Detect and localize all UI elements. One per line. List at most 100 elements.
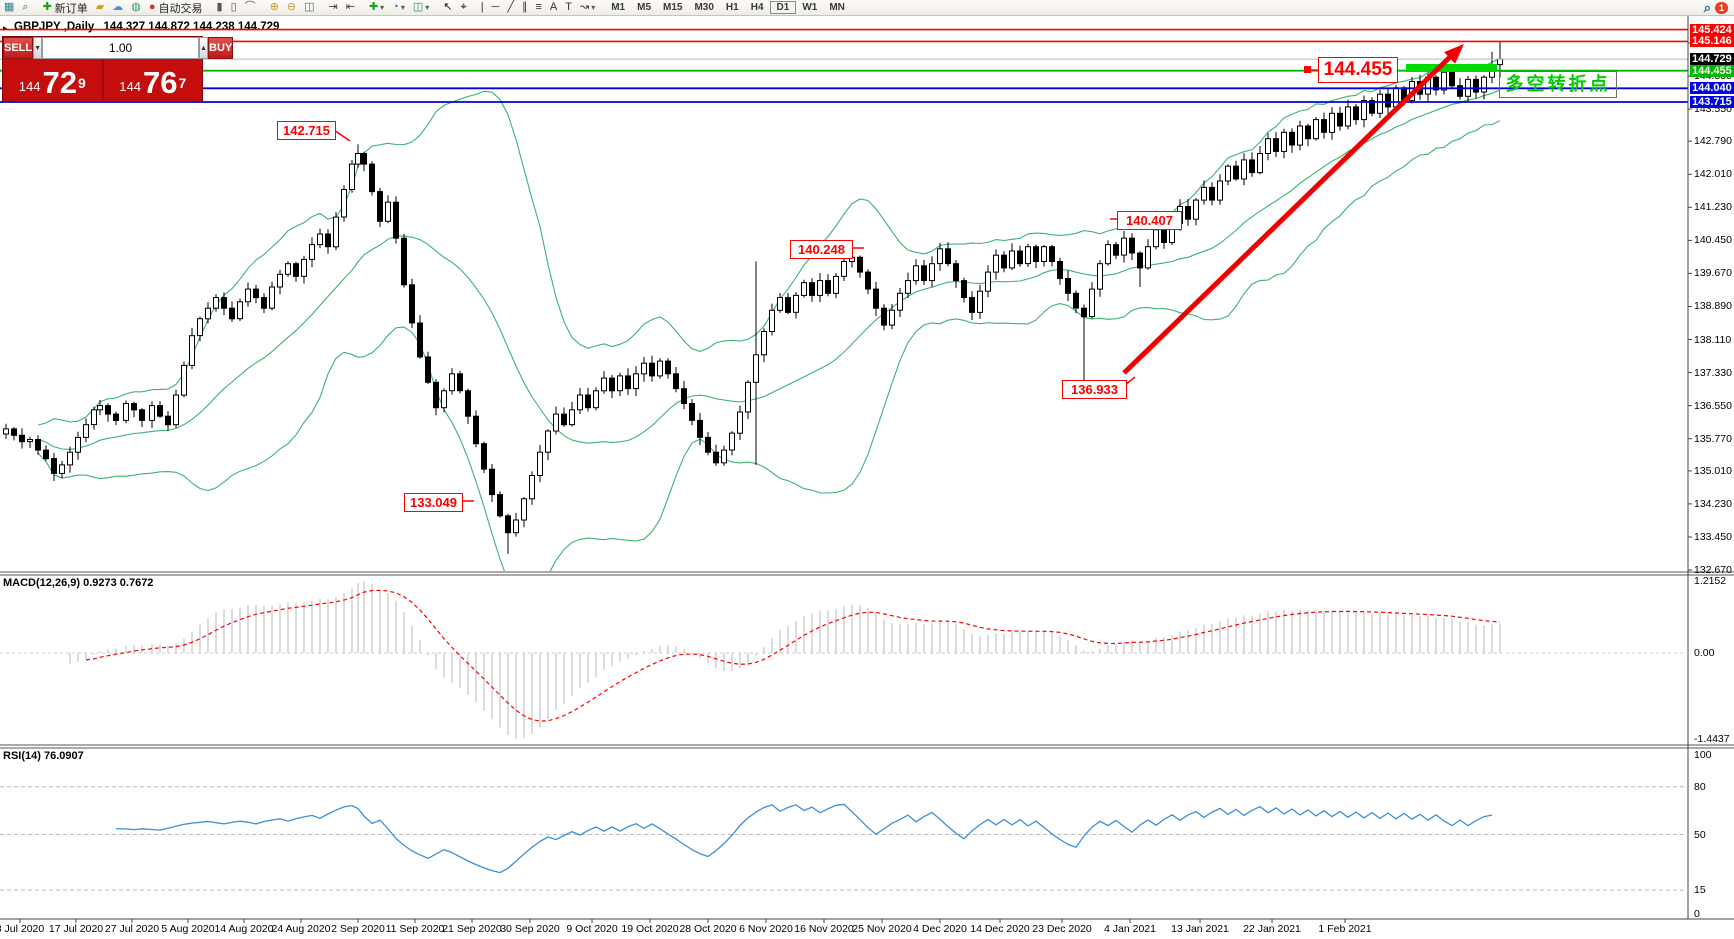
period-icon[interactable]: ◔ ▾	[388, 1, 409, 14]
date-label: 14 Aug 2020	[214, 923, 274, 935]
date-label: 9 Oct 2020	[566, 923, 618, 935]
horizontal-line-icon[interactable]: ─	[488, 1, 504, 14]
date-label: 8 Jul 2020	[0, 923, 45, 935]
notification-bubble-icon[interactable]: 1	[1715, 1, 1728, 14]
timeframe-m1-button[interactable]: M1	[611, 2, 626, 13]
candlestick-series	[3, 41, 1503, 554]
ask-pip: 7	[178, 75, 187, 91]
timeframe-d1-button[interactable]: D1	[769, 1, 797, 14]
turning-point-annotation[interactable]: 多空转折点	[1499, 71, 1617, 98]
date-label: 2 Sep 2020	[331, 923, 385, 935]
chart-title: GBPJPY ,Daily 144.327 144.872 144.238 14…	[14, 21, 279, 33]
date-label: 5 Aug 2020	[161, 923, 215, 935]
candle-chart-icon[interactable]: ▯	[227, 1, 241, 14]
timeframe-mn-button[interactable]: MN	[829, 2, 845, 13]
template-icon-dropdown[interactable]: ▾	[425, 3, 430, 12]
add-indicator-icon[interactable]: ✚ ▾	[365, 1, 388, 14]
search-icon[interactable]: ⌕	[1703, 0, 1711, 15]
chart-ohlc-values: 144.327 144.872 144.238 144.729	[103, 21, 280, 33]
sell-button[interactable]: SELL	[3, 37, 34, 59]
arrows-icon-dropdown[interactable]: ▾	[591, 3, 596, 12]
volume-increase-button[interactable]: ▲	[199, 37, 208, 59]
period-icon-dropdown[interactable]: ▾	[400, 3, 405, 12]
signals-icon[interactable]: ◍	[127, 1, 145, 14]
ask-big: 76	[142, 65, 178, 100]
timeframe-h4-button[interactable]: H4	[750, 2, 764, 13]
period-icon: ◔	[392, 1, 399, 13]
timeframe-w1-button[interactable]: W1	[802, 2, 818, 13]
template-icon[interactable]: ◫ ▾	[409, 1, 433, 14]
price-callout-136.933[interactable]: 136.933	[1062, 380, 1127, 399]
volume-input[interactable]	[42, 37, 200, 59]
buy-button[interactable]: BUY	[208, 37, 234, 59]
chart-window-icon: ▦	[4, 1, 15, 13]
add-indicator-icon-dropdown[interactable]: ▾	[380, 3, 385, 12]
date-label: 17 Jul 2020	[48, 923, 104, 935]
timeframe-buttons: M1 M5 M15 M30 H1 H4 D1 W1 MN	[605, 1, 851, 14]
price-callout-133.049[interactable]: 133.049	[404, 493, 463, 512]
trendline-icon[interactable]: ╱	[503, 1, 518, 14]
macd-signal-line	[85, 589, 1501, 722]
chart-shift-icon[interactable]: ⇤	[342, 1, 359, 14]
bar-chart-icon[interactable]: ▮	[213, 1, 227, 14]
price-tick-label: 138.110	[1694, 333, 1732, 346]
price-tick-label: 138.890	[1694, 300, 1732, 313]
add-indicator-icon: ✚	[368, 1, 379, 13]
mql5-cloud-icon: ☁	[112, 1, 124, 13]
channel-icon[interactable]: ∥	[518, 1, 532, 14]
price-flag-144.455: 144.455	[1690, 64, 1734, 77]
timeframe-m30-button[interactable]: M30	[694, 2, 714, 13]
market-watch-icon: ⌕	[22, 1, 29, 13]
vertical-line-icon[interactable]: |	[477, 1, 488, 14]
rsi-indicator-label: RSI(14) 76.0907	[3, 750, 84, 762]
rsi-scale-label: 100	[1694, 749, 1712, 761]
mql5-cloud-icon[interactable]: ☁	[108, 1, 127, 14]
autotrade-button[interactable]: ● 自动交易	[145, 1, 207, 15]
auto-scroll-icon[interactable]: ⇥	[325, 1, 342, 14]
chart-window-icon[interactable]: ▦	[0, 1, 18, 14]
symbol-marker-icon: ▸	[3, 23, 8, 33]
price-flag-145.424: 145.424	[1690, 23, 1734, 36]
chart-symbol-period: GBPJPY ,Daily	[14, 21, 95, 33]
price-tick-label: 139.670	[1694, 267, 1732, 280]
line-chart-icon[interactable]: ⌒	[241, 1, 260, 14]
price-flag-144.729: 144.729	[1690, 53, 1734, 66]
price-tick-label: 142.010	[1694, 168, 1732, 181]
price-callout-140.407[interactable]: 140.407	[1117, 211, 1182, 230]
volume-decrease-button[interactable]: ▼	[33, 37, 43, 59]
new-order-button: ✚	[42, 1, 52, 13]
gold-icon[interactable]: ▰	[92, 1, 108, 14]
timeframe-h1-button[interactable]: H1	[725, 2, 739, 13]
text-icon[interactable]: A	[546, 1, 561, 14]
main-toolbar: ▦ ⌕ ✚ 新订单 ▰ ☁ ◍ ● 自动交易 ▮ ▯ ⌒ ⊕ ⊖ ◫ ⇥ ⇤ ✚ ▾ ◔ ▾ ◫ ▾ ↖ ⌖ | ─ ╱ ∥ ≡ A T ↝ ▾ …	[0, 0, 1734, 16]
price-tick-label: 135.770	[1694, 432, 1732, 445]
tile-windows-icon[interactable]: ◫	[300, 1, 318, 14]
new-order-button[interactable]: ✚ 新订单	[39, 1, 92, 15]
zoom-in-icon[interactable]: ⊕	[266, 1, 283, 14]
channel-icon: ∥	[521, 1, 528, 13]
price-flag-144.040: 144.040	[1690, 82, 1734, 95]
auto-scroll-icon: ⇥	[328, 1, 338, 13]
price-callout-140.248[interactable]: 140.248	[790, 240, 853, 259]
price-tick-label: 142.790	[1694, 135, 1732, 148]
chart-shift-icon: ⇤	[345, 1, 355, 13]
crosshair-icon[interactable]: ⌖	[456, 1, 470, 14]
arrows-icon: ↝	[579, 1, 590, 13]
cursor-icon[interactable]: ↖	[439, 1, 456, 14]
timeframe-m5-button[interactable]: M5	[637, 2, 652, 13]
price-callout-144.455[interactable]: 144.455	[1318, 57, 1398, 83]
zoom-out-icon[interactable]: ⊖	[283, 1, 300, 14]
fibonacci-icon[interactable]: ≡	[531, 1, 545, 14]
ask-price-button[interactable]: 144 76 7	[103, 59, 202, 101]
price-callout-142.715[interactable]: 142.715	[277, 121, 336, 140]
text-label-icon[interactable]: T	[561, 1, 576, 14]
macd-scale-label: 1.2152	[1694, 575, 1727, 587]
timeframe-m15-button[interactable]: M15	[663, 2, 683, 13]
date-label: 13 Jan 2021	[1171, 923, 1229, 935]
rsi-line	[115, 803, 1493, 874]
arrows-icon[interactable]: ↝ ▾	[576, 1, 599, 14]
bid-price-button[interactable]: 144 72 9	[3, 59, 104, 101]
market-watch-icon[interactable]: ⌕	[18, 1, 32, 14]
